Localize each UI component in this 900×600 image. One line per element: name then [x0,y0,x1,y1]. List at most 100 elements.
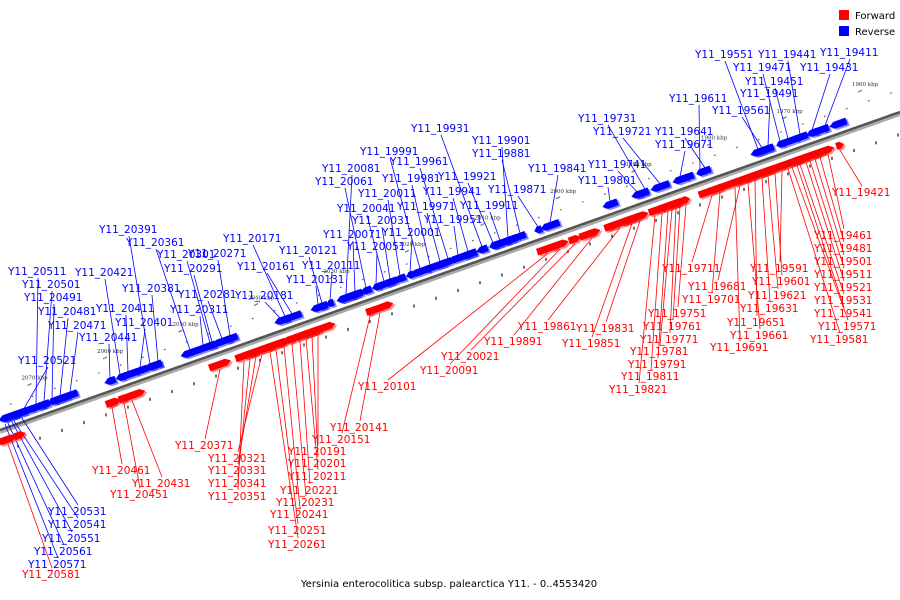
gene-label-y11-19921: Y11_19921 [437,171,496,183]
track-dash [515,224,518,227]
gene-label-y11-20461: Y11_20461 [91,465,150,477]
leader-line [698,104,701,170]
gene-label-y11-19861: Y11_19861 [517,321,576,333]
gene-label-y11-19651: Y11_19651 [726,317,785,329]
reverse-gene-arrow [534,225,546,235]
gene-label-y11-20101: Y11_20101 [357,381,416,393]
reverse-gene-arrow [602,198,621,211]
leader-line [381,226,391,280]
gene-label-y11-19931: Y11_19931 [410,123,469,135]
gene-label-y11-20231: Y11_20231 [275,497,334,509]
gene-label-y11-20341: Y11_20341 [207,478,266,490]
gene-label-y11-20401: Y11_20401 [114,317,173,329]
leader-line [111,407,123,465]
gene-label-y11-19841: Y11_19841 [527,163,586,175]
gene-label-y11-19691: Y11_19691 [709,342,768,354]
leader-line [387,199,401,276]
forward-gene-arrow [567,235,584,246]
leader-line [125,314,129,372]
leader-line [23,366,49,409]
leader-line [123,403,141,489]
gene-label-y11-20291: Y11_20291 [163,263,222,275]
leader-line [591,223,633,338]
gene-label-y11-19631: Y11_19631 [739,303,798,315]
track-dash [845,107,848,110]
genome-axis [0,110,900,432]
leader-line [814,158,845,256]
reverse-gene-arrow [650,180,673,194]
gene-label-y11-19871: Y11_19871 [487,184,546,196]
gene-label-y11-20081: Y11_20081 [321,163,380,175]
gene-label-y11-20071: Y11_20071 [322,229,381,241]
leader-line [359,312,381,422]
leader-line [617,170,638,193]
legend-label-forward: Forward [855,11,895,22]
scale-tick-label: 2070 kbp [22,376,49,382]
leader-line [650,213,663,371]
leader-line [672,206,681,321]
leader-line [452,197,469,252]
leader-line [139,328,146,368]
gene-label-y11-20261: Y11_20261 [267,539,326,551]
leader-line [7,423,65,546]
leader-line [607,186,611,202]
gene-label-y11-20451: Y11_20451 [109,489,168,501]
leader-line [724,60,759,150]
gene-label-y11-20271: Y11_20271 [187,248,246,260]
leader-line [501,146,509,238]
track-dash [603,193,606,196]
leader-line [155,248,191,350]
scale-tick-label: 1960 kbp [852,82,879,88]
leader-line [387,253,549,381]
track-dash [119,364,122,367]
leader-line [489,211,501,241]
gene-label-y11-19411: Y11_19411 [819,47,878,59]
scale-tick-mark [27,383,32,387]
gene-label-y11-20201: Y11_20201 [287,458,346,470]
gene-label-y11-19731: Y11_19731 [577,113,636,125]
track-dash [31,395,34,398]
gene-label-y11-19751: Y11_19751 [647,308,706,320]
gene-label-y11-20251: Y11_20251 [267,525,326,537]
track-dash [141,356,144,359]
track-dash [581,200,584,203]
leader-line [517,195,539,228]
gene-label-y11-19791: Y11_19791 [627,359,686,371]
gene-label-y11-20211: Y11_20211 [287,471,346,483]
leader-line [345,174,353,295]
reverse-gene-arrow [1,413,13,424]
gene-label-y11-19971: Y11_19971 [396,201,455,213]
gene-label-y11-20551: Y11_20551 [41,533,100,545]
track-dash [669,169,672,172]
scale-tick-mark [102,356,108,360]
gene-label-y11-20561: Y11_20561 [33,546,92,558]
gene-label-y11-19681: Y11_19681 [687,281,746,293]
scale-tick-label: 2010 kbp [475,216,502,222]
scale-tick-label: 2030 kbp [324,269,351,275]
scale-tick-mark [857,89,863,93]
gene-label-y11-19441: Y11_19441 [757,49,816,61]
leader-line [501,159,521,234]
gene-label-y11-20431: Y11_20431 [131,478,190,490]
leader-line [207,300,223,339]
track-dash [713,154,716,157]
gene-label-y11-19771: Y11_19771 [639,334,698,346]
reverse-gene-arrow [274,315,289,327]
leader-line [549,174,559,223]
scale-tick-label: 2040 kbp [248,296,275,302]
gene-label-y11-19941: Y11_19941 [422,186,481,198]
leader-line [754,180,758,317]
gene-label-y11-20001: Y11_20001 [381,227,440,239]
gene-label-y11-19851: Y11_19851 [561,338,620,350]
gene-label-y11-19571: Y11_19571 [817,321,876,333]
reverse-gene-arrow [501,233,522,246]
leader-line [315,285,319,305]
genome-caption: Yersinia enterocolitica subsp. palearcti… [300,579,597,590]
gene-label-y11-20221: Y11_20221 [279,485,338,497]
leader-line [237,360,245,491]
leader-line [409,238,413,273]
leader-line [762,73,781,142]
leader-line [824,58,851,126]
forward-gene-arrow [736,172,761,187]
forward-gene-arrow [247,348,262,359]
